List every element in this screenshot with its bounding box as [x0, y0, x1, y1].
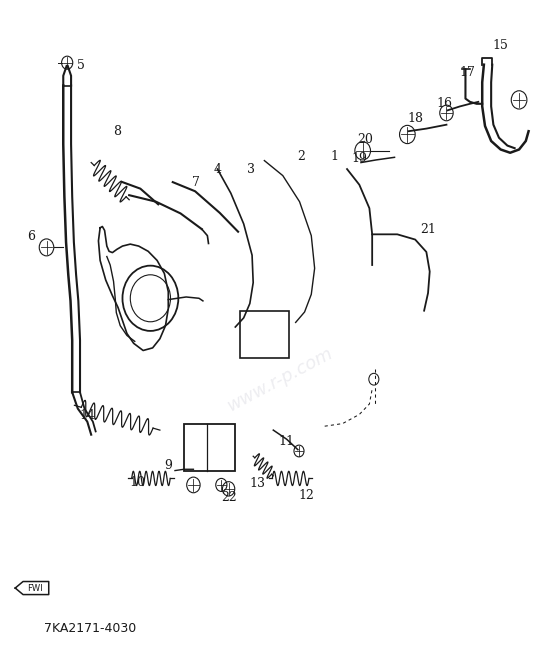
Text: 20: 20	[357, 133, 373, 146]
Text: 11: 11	[279, 435, 295, 448]
Text: 7: 7	[192, 176, 200, 188]
Text: 21: 21	[420, 222, 436, 235]
Text: 8: 8	[113, 125, 121, 138]
Text: 7KA2171-4030: 7KA2171-4030	[44, 622, 137, 635]
Text: 12: 12	[299, 489, 315, 502]
Text: 19: 19	[351, 152, 367, 165]
Text: 9: 9	[164, 459, 172, 472]
Text: www.r-p.com: www.r-p.com	[224, 344, 336, 415]
Text: 5: 5	[77, 60, 85, 73]
Text: 13: 13	[250, 477, 265, 490]
Text: 4: 4	[213, 163, 221, 175]
Text: FWI: FWI	[27, 583, 43, 593]
Text: 14: 14	[80, 409, 95, 422]
Text: 16: 16	[437, 97, 453, 111]
Text: 1: 1	[331, 150, 339, 162]
Bar	[184, 424, 235, 471]
Text: 22: 22	[221, 492, 236, 504]
Text: 17: 17	[459, 66, 475, 79]
Text: 18: 18	[407, 112, 423, 125]
Text: 3: 3	[247, 163, 255, 175]
Text: 15: 15	[493, 39, 508, 52]
Text: 6: 6	[27, 230, 35, 243]
Bar	[240, 311, 289, 358]
Text: 2: 2	[297, 150, 305, 162]
Text: 10: 10	[129, 476, 146, 489]
